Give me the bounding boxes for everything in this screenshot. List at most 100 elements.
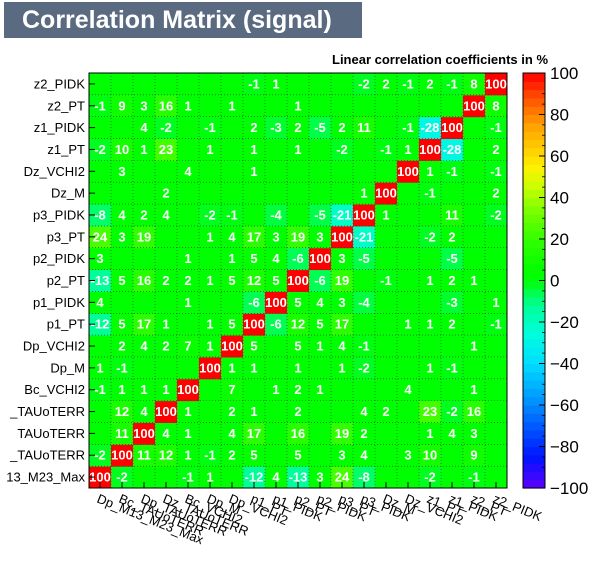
cell-value: 1 [492, 295, 499, 310]
cell-value: -3 [446, 295, 458, 310]
cell-value: 1 [426, 273, 433, 288]
cell-value: 1 [96, 360, 103, 375]
heatmap-cell [133, 204, 156, 227]
cell-value: 100 [375, 186, 397, 201]
colorbar-band [523, 280, 545, 290]
heatmap-cell [331, 422, 354, 445]
cell-value: 1 [272, 76, 279, 91]
cell-value: -5 [358, 251, 370, 266]
heatmap-cell [89, 204, 112, 227]
heatmap-cell [177, 160, 200, 183]
colorbar-band [523, 172, 545, 182]
colorbar-band [523, 288, 545, 298]
cell-value: 1 [338, 360, 345, 375]
cell-value: 4 [184, 164, 192, 179]
heatmap-cell [331, 291, 354, 314]
cell-value: 100 [133, 426, 155, 441]
heatmap-cell [243, 356, 266, 380]
heatmap-cell [397, 291, 420, 314]
colorbar-tick-label: 40 [550, 189, 569, 208]
cell-value: 1 [206, 142, 213, 157]
cell-value: 3 [404, 448, 411, 463]
cell-value: 5 [250, 448, 257, 463]
heatmap-cell [89, 422, 112, 445]
heatmap-cell [133, 422, 156, 445]
heatmap-cell [353, 444, 376, 467]
heatmap-cell [463, 335, 486, 358]
heatmap-cell [309, 378, 332, 402]
cell-value: -1 [116, 360, 128, 375]
heatmap-cell [353, 378, 376, 402]
heatmap-cell [331, 313, 354, 336]
heatmap-cell [353, 225, 376, 249]
heatmap-cell [155, 335, 178, 358]
cell-value: 2 [162, 186, 169, 201]
cell-value: 100 [353, 207, 375, 222]
cell-value: 2 [448, 229, 455, 244]
heatmap-cell [111, 444, 134, 467]
cell-value: -1 [248, 76, 260, 91]
heatmap-cell [287, 466, 310, 489]
heatmap-cell [441, 356, 464, 380]
heatmap-cell [463, 356, 486, 380]
y-tick-label: p1_PT [47, 317, 85, 332]
cell-value: 100 [441, 120, 463, 135]
colorbar-band [523, 180, 545, 190]
heatmap-cell [309, 94, 332, 118]
cell-value: -5 [314, 207, 326, 222]
heatmap-cell [397, 269, 420, 292]
heatmap-cell [155, 94, 178, 118]
heatmap-cell [111, 247, 134, 271]
heatmap-cell [199, 160, 222, 183]
cell-value: 100 [485, 76, 507, 91]
cell-value: 17 [335, 317, 349, 332]
cell-value: 1 [228, 98, 235, 113]
cell-value: -1 [380, 142, 392, 157]
heatmap-cell [375, 116, 398, 140]
heatmap-cell [309, 313, 332, 336]
heatmap-cell [353, 73, 376, 96]
heatmap-cell [155, 356, 178, 380]
cell-value: -13 [289, 470, 308, 485]
heatmap-cell [221, 444, 244, 467]
cell-value: -21 [333, 207, 352, 222]
cell-value: 2 [294, 404, 301, 419]
cell-value: 4 [228, 426, 236, 441]
heatmap-cell [221, 400, 244, 423]
heatmap-cell [375, 247, 398, 271]
cell-value: 1 [470, 273, 477, 288]
cell-value: -1 [94, 98, 106, 113]
heatmap-cell [265, 291, 288, 314]
cell-value: -1 [490, 120, 502, 135]
heatmap-cell [177, 356, 200, 380]
heatmap-cell [133, 291, 156, 314]
heatmap-cell [155, 422, 178, 445]
heatmap-cell [397, 356, 420, 380]
heatmap-cell [111, 94, 134, 118]
heatmap-cell [441, 313, 464, 336]
heatmap-cell [89, 247, 112, 271]
cell-value: 4 [118, 207, 126, 222]
heatmap-cell [133, 160, 156, 183]
colorbar-band [523, 131, 545, 140]
heatmap-cell [441, 269, 464, 292]
heatmap-cell [419, 400, 442, 423]
heatmap-cell [155, 313, 178, 336]
heatmap-cell [221, 247, 244, 271]
heatmap-cell [199, 116, 222, 140]
heatmap-cell [89, 335, 112, 358]
heatmap-cell [441, 466, 464, 489]
heatmap-cell [243, 182, 266, 205]
colorbar-band [523, 405, 545, 414]
heatmap-cell [265, 73, 288, 96]
heatmap-cell [221, 313, 244, 336]
heatmap-cell [155, 182, 178, 205]
heatmap-cell [463, 466, 486, 489]
cell-value: 10 [115, 142, 129, 157]
cell-value: 2 [426, 76, 433, 91]
heatmap-cell [89, 94, 112, 118]
heatmap-cell [221, 225, 244, 249]
cell-value: -1 [204, 120, 216, 135]
cell-value: 2 [448, 273, 455, 288]
heatmap-cell [419, 422, 442, 445]
